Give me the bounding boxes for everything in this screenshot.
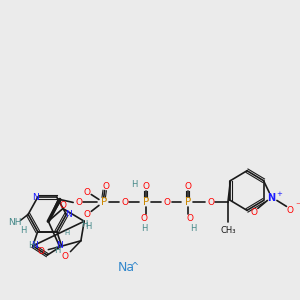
Text: O: O — [83, 210, 90, 219]
Text: ^: ^ — [131, 262, 140, 272]
Text: N: N — [32, 242, 38, 250]
Polygon shape — [48, 199, 61, 221]
Text: H: H — [20, 226, 26, 235]
Text: O: O — [83, 188, 90, 197]
Text: H: H — [65, 230, 70, 236]
Text: H: H — [131, 180, 137, 189]
Text: H: H — [190, 224, 197, 233]
Text: N: N — [32, 193, 39, 202]
Text: H: H — [81, 220, 88, 229]
Text: O: O — [59, 201, 66, 210]
Text: H: H — [85, 222, 92, 231]
Text: P: P — [184, 197, 191, 207]
Text: O: O — [121, 198, 128, 207]
Text: O: O — [184, 182, 191, 191]
Text: CH₃: CH₃ — [220, 226, 236, 235]
Text: N: N — [267, 194, 275, 203]
Text: O: O — [142, 182, 149, 191]
Text: N: N — [65, 210, 72, 219]
Text: O: O — [163, 198, 170, 207]
Text: H: H — [54, 246, 60, 255]
Text: O: O — [207, 198, 214, 207]
Text: O: O — [61, 252, 68, 261]
Text: N: N — [56, 242, 63, 250]
Text: NH: NH — [8, 218, 22, 227]
Text: O: O — [287, 206, 294, 215]
Text: P: P — [100, 197, 107, 207]
Text: P: P — [142, 197, 149, 207]
Text: ⁻: ⁻ — [296, 201, 300, 212]
Text: O: O — [37, 247, 44, 256]
Text: O: O — [75, 198, 82, 207]
Text: +: + — [276, 190, 282, 196]
Text: H: H — [141, 224, 147, 233]
Text: Na: Na — [118, 261, 135, 274]
Text: O: O — [140, 214, 147, 223]
Text: O: O — [102, 182, 109, 191]
Text: O: O — [250, 208, 257, 217]
Text: H: H — [28, 241, 34, 250]
Text: O: O — [186, 214, 193, 223]
